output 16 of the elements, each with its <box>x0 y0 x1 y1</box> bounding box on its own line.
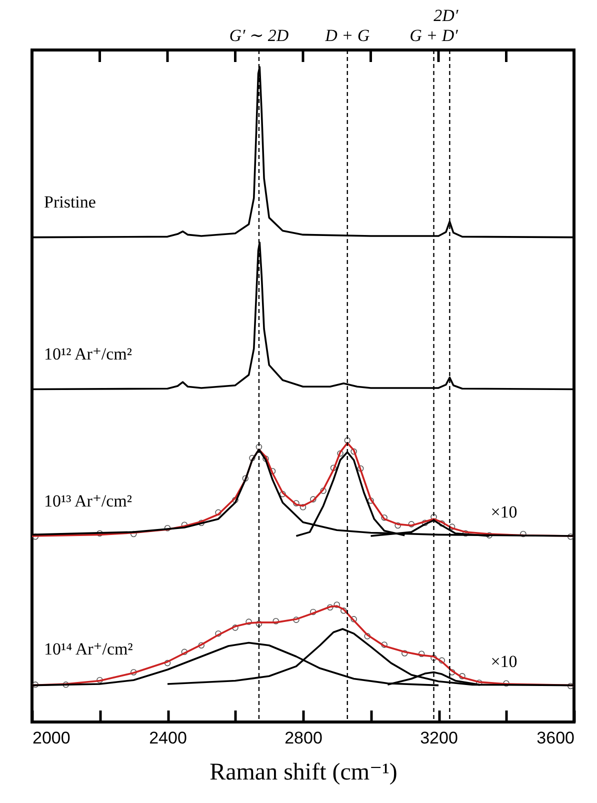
ref-line-label: G′ ∼ 2D <box>229 26 290 45</box>
x-tick-label: 2000 <box>32 728 70 748</box>
x-tick-label: 3200 <box>420 728 458 748</box>
series-label: 10¹⁴ Ar⁺/cm² <box>44 640 133 659</box>
x-axis-title: Raman shift (cm⁻¹) <box>210 760 398 786</box>
x-tick-label: 2800 <box>284 728 322 748</box>
x-tick-label: 2400 <box>149 728 187 748</box>
series-label: Pristine <box>44 192 96 212</box>
ref-line-label: D + G <box>324 26 370 45</box>
annotation: ×10 <box>490 502 518 522</box>
ref-line-label: G + D′ <box>410 26 458 45</box>
ref-line-label: 2D′ <box>434 6 458 25</box>
annotation: ×10 <box>490 652 518 671</box>
series-label: 10¹² Ar⁺/cm² <box>44 344 132 364</box>
series-label: 10¹³ Ar⁺/cm² <box>44 492 132 511</box>
x-tick-label: 3600 <box>536 728 574 748</box>
